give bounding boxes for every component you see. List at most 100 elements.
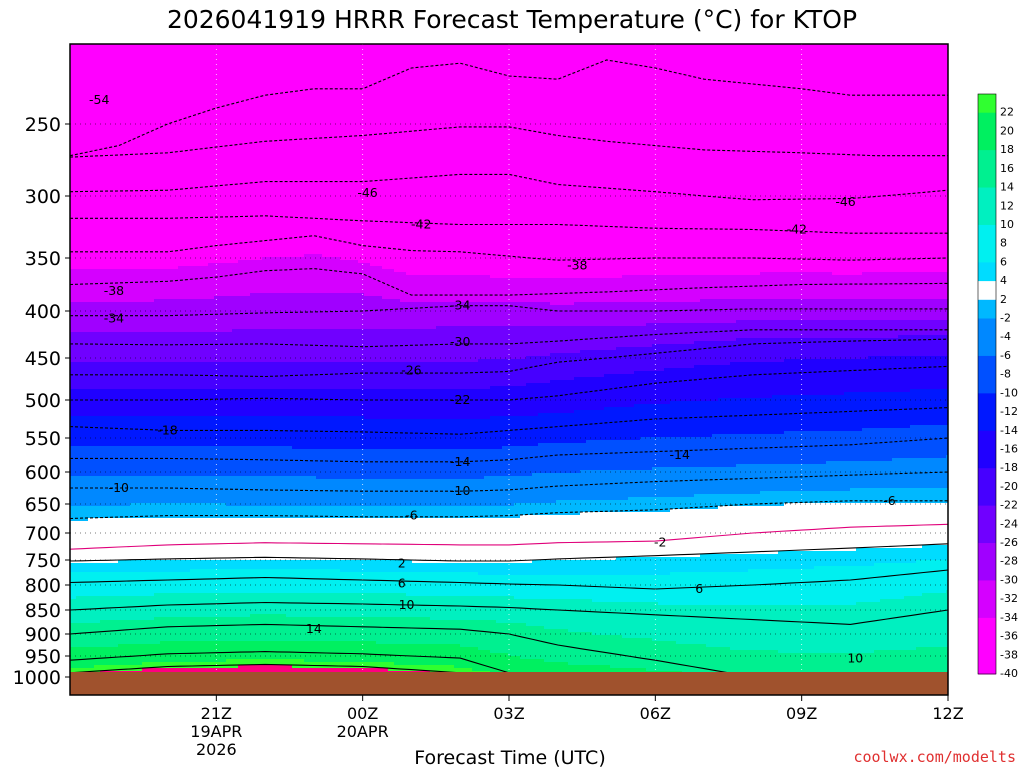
shade-cell: [772, 605, 779, 651]
shade-cell: [166, 269, 173, 300]
shade-cell: [184, 518, 191, 561]
shade-cell: [712, 554, 719, 573]
shade-cell: [88, 518, 95, 564]
shade-cell: [256, 362, 263, 390]
isotherm-label: 14: [306, 621, 322, 636]
shade-cell: [820, 503, 827, 552]
shade-cell: [832, 299, 839, 321]
shade-cell: [886, 320, 893, 339]
shade-cell: [412, 506, 419, 519]
shade-cell: [136, 503, 143, 519]
pressure-tick-label: 600: [25, 462, 61, 484]
shade-cell: [538, 575, 545, 600]
shade-cell: [910, 548, 917, 564]
shade-cell: [802, 503, 809, 552]
shade-cell: [586, 44, 593, 279]
shade-cell: [406, 644, 413, 666]
shade-cell: [316, 506, 323, 519]
shade-cell: [424, 665, 431, 672]
shade-cell: [610, 470, 617, 501]
shade-cell: [448, 518, 455, 564]
shade-cell: [724, 494, 731, 507]
shade-cell: [166, 332, 173, 363]
shade-cell: [598, 302, 605, 327]
shade-cell: [928, 335, 935, 357]
shade-cell: [688, 644, 695, 673]
shade-cell: [226, 44, 233, 264]
shade-cell: [556, 629, 563, 663]
isotherm-line: [70, 59, 948, 157]
shade-cell: [898, 320, 905, 336]
shade-cell: [676, 344, 683, 369]
shade-cell: [874, 338, 881, 357]
shade-cell: [190, 569, 197, 594]
shade-cell: [340, 293, 347, 330]
isotherm-labels: -54-46-46-42 -42-38-38-34-34-30-26-22-18-…: [89, 92, 896, 666]
shade-cell: [244, 659, 251, 666]
shade-cell: [208, 389, 215, 417]
shade-cell: [340, 641, 347, 663]
shade-cell: [610, 44, 617, 279]
shade-cell: [814, 551, 821, 567]
colorbar-swatch: [978, 299, 996, 320]
shade-cell: [448, 362, 455, 390]
shade-cell: [244, 569, 251, 594]
shade-cell: [130, 596, 137, 621]
credit-text[interactable]: coolwx.com/modelts: [853, 748, 1016, 766]
shade-cell: [538, 599, 545, 627]
isotherm-label: -38: [104, 283, 124, 298]
shade-cell: [400, 506, 407, 519]
shade-cell: [448, 506, 455, 519]
shade-cell: [778, 299, 785, 321]
shade-cell: [514, 326, 521, 360]
shade-cell: [592, 635, 599, 666]
shade-cell: [334, 668, 341, 673]
shade-cell: [796, 464, 803, 492]
shade-cell: [820, 491, 827, 504]
shade-cell: [280, 560, 287, 570]
shade-cell: [526, 563, 533, 576]
shade-cell: [160, 269, 167, 300]
shade-cell: [166, 299, 173, 333]
shade-cell: [328, 593, 335, 618]
shade-cell: [784, 359, 791, 396]
shade-cell: [442, 644, 449, 666]
colorbar-label: 12: [1000, 199, 1014, 212]
shade-cell: [346, 518, 353, 561]
shade-cell: [472, 44, 479, 276]
shade-cell: [400, 560, 407, 573]
shade-cell: [844, 392, 851, 432]
shade-cell: [328, 617, 335, 642]
shade-cell: [814, 299, 821, 321]
shade-cell: [544, 383, 551, 414]
shade-cell: [820, 299, 827, 321]
shade-cell: [832, 653, 839, 673]
shade-cell: [130, 332, 137, 363]
shade-cell: [328, 518, 335, 561]
shade-cell: [286, 617, 293, 642]
shade-cell: [334, 662, 341, 669]
shade-cell: [796, 653, 803, 673]
shade-cell: [448, 479, 455, 507]
shade-cell: [412, 572, 419, 597]
shade-cell: [178, 503, 185, 519]
shade-cell: [742, 554, 749, 573]
shade-cell: [706, 275, 713, 300]
shade-cell: [700, 437, 707, 468]
shade-cell: [472, 479, 479, 507]
shade-cell: [298, 560, 305, 570]
time-tick-label: 21Z: [201, 704, 232, 723]
shade-cell: [886, 356, 893, 393]
shade-cell: [478, 620, 485, 651]
shade-cell: [460, 596, 467, 621]
shade-cell: [118, 389, 125, 417]
shade-cell: [550, 278, 557, 306]
shade-cell: [256, 593, 263, 615]
shade-cell: [514, 623, 521, 657]
shade-cell: [208, 617, 215, 642]
shade-cell: [88, 362, 95, 390]
shade-cell: [424, 506, 431, 519]
colorbar-label: -8: [1000, 368, 1011, 381]
shade-cell: [742, 650, 749, 673]
shade-cell: [382, 617, 389, 645]
